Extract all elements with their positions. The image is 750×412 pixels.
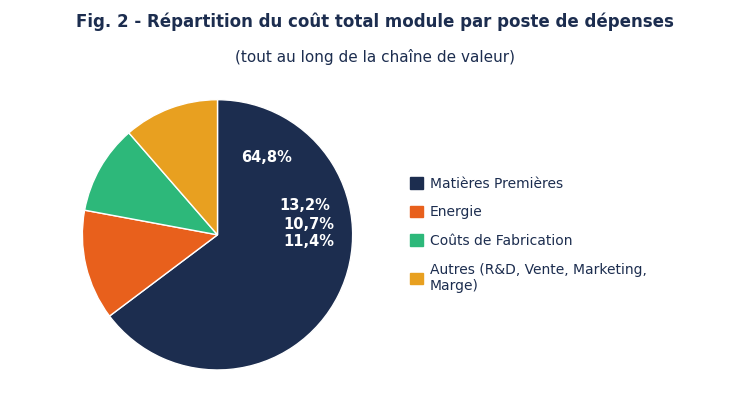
Text: 11,4%: 11,4% [284, 234, 334, 249]
Text: Fig. 2 - Répartition du coût total module par poste de dépenses: Fig. 2 - Répartition du coût total modul… [76, 12, 674, 31]
Wedge shape [85, 133, 218, 235]
Wedge shape [82, 210, 218, 316]
Text: (tout au long de la chaîne de valeur): (tout au long de la chaîne de valeur) [235, 49, 515, 66]
Text: 10,7%: 10,7% [284, 217, 334, 232]
Text: 64,8%: 64,8% [242, 150, 292, 165]
Wedge shape [110, 100, 352, 370]
Legend: Matières Premières, Energie, Coûts de Fabrication, Autres (R&D, Vente, Marketing: Matières Premières, Energie, Coûts de Fa… [410, 177, 646, 293]
Wedge shape [129, 100, 218, 235]
Text: 13,2%: 13,2% [279, 198, 330, 213]
